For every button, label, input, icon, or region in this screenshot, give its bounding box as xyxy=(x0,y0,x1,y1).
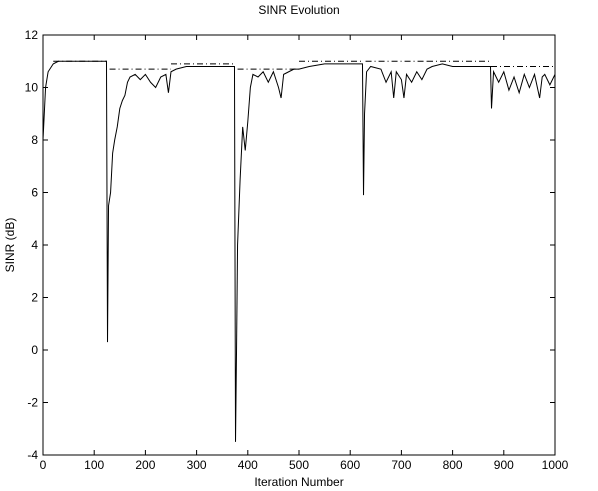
y-tick-label: 12 xyxy=(25,28,39,42)
series-line xyxy=(53,60,555,70)
x-tick-label: 500 xyxy=(289,458,309,472)
chart-title: SINR Evolution xyxy=(258,3,339,17)
x-tick-label: 0 xyxy=(40,458,47,472)
y-tick-label: -4 xyxy=(27,448,38,462)
y-tick-label: -2 xyxy=(27,396,38,410)
x-tick-label: 300 xyxy=(187,458,207,472)
x-tick-label: 200 xyxy=(135,458,155,472)
x-tick-label: 700 xyxy=(391,458,411,472)
x-tick-label: 800 xyxy=(443,458,463,472)
y-tick-label: 8 xyxy=(31,133,38,147)
x-tick-label: 1000 xyxy=(542,458,569,472)
y-tick-label: 2 xyxy=(31,291,38,305)
y-tick-label: 4 xyxy=(31,238,38,252)
y-tick-label: 0 xyxy=(31,343,38,357)
x-tick-label: 600 xyxy=(340,458,360,472)
x-tick-label: 400 xyxy=(238,458,258,472)
x-tick-label: 900 xyxy=(494,458,514,472)
y-axis-label: SINR (dB) xyxy=(3,218,17,273)
x-axis-label: Iteration Number xyxy=(254,475,343,489)
y-tick-label: 6 xyxy=(31,186,38,200)
series-line xyxy=(42,60,556,442)
x-tick-label: 100 xyxy=(84,458,104,472)
y-tick-label: 10 xyxy=(25,81,39,95)
